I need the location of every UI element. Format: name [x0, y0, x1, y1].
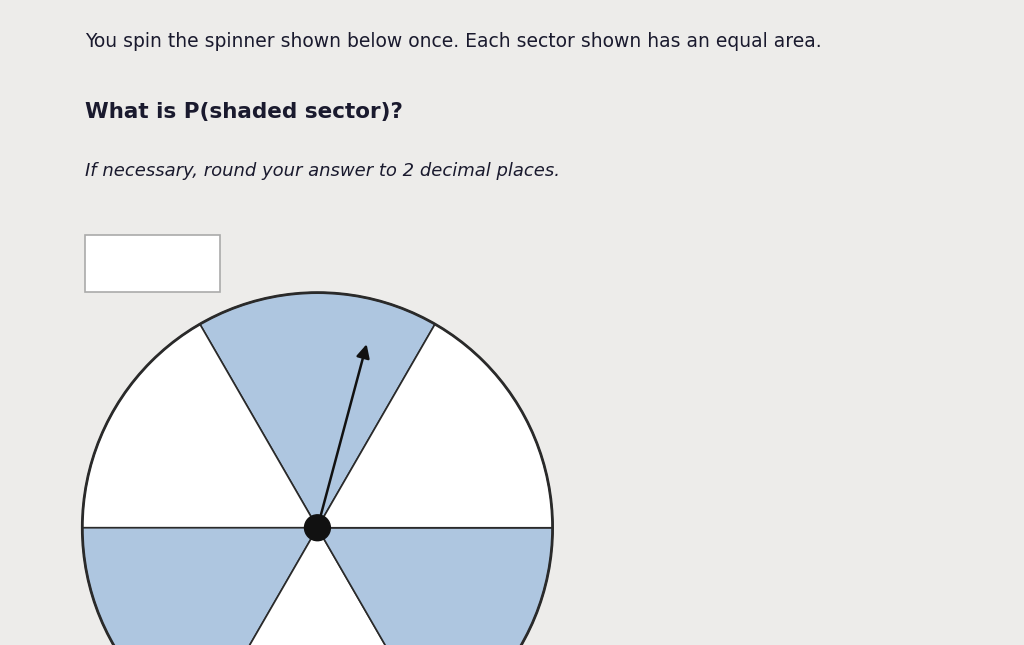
Wedge shape: [200, 528, 435, 645]
FancyBboxPatch shape: [85, 235, 220, 292]
Wedge shape: [82, 324, 317, 528]
Wedge shape: [82, 528, 317, 645]
Text: You spin the spinner shown below once. Each sector shown has an equal area.: You spin the spinner shown below once. E…: [85, 32, 821, 51]
Wedge shape: [317, 528, 553, 645]
Text: If necessary, round your answer to 2 decimal places.: If necessary, round your answer to 2 dec…: [85, 162, 560, 180]
Circle shape: [304, 515, 331, 541]
Wedge shape: [200, 293, 435, 528]
Text: What is P(shaded sector)?: What is P(shaded sector)?: [85, 102, 402, 122]
Wedge shape: [317, 324, 553, 528]
